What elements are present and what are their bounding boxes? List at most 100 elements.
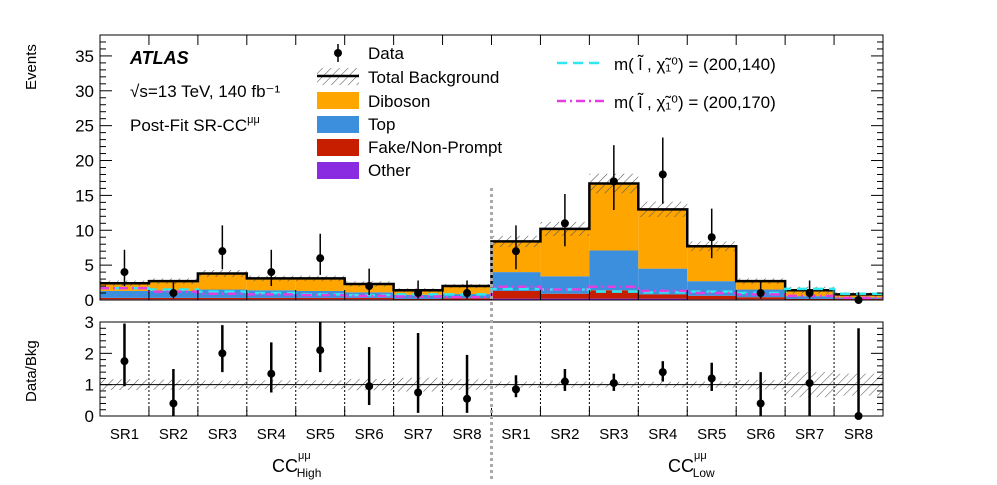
stack-bar-top xyxy=(491,272,541,291)
legend: Data Total Background Diboson Top Fake/N… xyxy=(317,44,776,180)
x-tick-label: SR7 xyxy=(795,426,824,443)
x-tick-label: SR4 xyxy=(257,426,286,443)
data-point xyxy=(560,219,569,228)
data-point xyxy=(511,247,520,256)
stack-bar-fake xyxy=(295,297,345,300)
stack-bar-fake xyxy=(393,298,443,300)
stack-bar-fake xyxy=(491,290,541,299)
ratio-point xyxy=(365,382,374,391)
svg-text:m( l̃ , χ̃₁⁰) = (200,170): m( l̃ , χ̃₁⁰) = (200,170) xyxy=(614,92,776,112)
stack-bar-other xyxy=(638,298,688,300)
ratio-point xyxy=(805,379,814,388)
legend-signal-200-170: m( l̃ , χ̃₁⁰) = (200,170) xyxy=(557,92,776,112)
stack-bar-fake xyxy=(638,294,688,299)
legend-signal-200-140: m( l̃ , χ̃₁⁰) = (200,140) xyxy=(557,54,776,74)
ratio-point xyxy=(218,349,227,358)
x-tick-label: SR1 xyxy=(110,426,139,443)
stack-bar-fake xyxy=(687,295,737,300)
data-point xyxy=(414,289,423,298)
x-tick-label: SR1 xyxy=(501,426,530,443)
stack-bar-top xyxy=(540,276,590,294)
ratio-y-axis: 0 1 2 3 xyxy=(85,313,883,426)
stack-bar-fake xyxy=(785,298,835,300)
total-background-line xyxy=(100,182,883,296)
stack-bar-fake xyxy=(246,297,296,300)
ratio-point xyxy=(511,385,520,394)
x-tick-label: SR3 xyxy=(208,426,237,443)
x-tick-label: SR8 xyxy=(844,426,873,443)
ratio-point xyxy=(658,368,667,377)
stack-bar-other xyxy=(589,298,639,300)
svg-text:Other: Other xyxy=(368,161,411,180)
y-tick-label: 20 xyxy=(75,152,94,171)
ratio-point xyxy=(267,369,276,378)
legend-top: Top xyxy=(317,115,395,134)
ratio-point xyxy=(756,399,765,408)
data-point xyxy=(707,233,716,242)
ratio-point xyxy=(707,374,716,383)
x-axis-ticks xyxy=(99,35,884,416)
stack-bar-fake xyxy=(344,297,394,300)
data-point xyxy=(316,254,325,263)
svg-text:Top: Top xyxy=(368,115,395,134)
data-point xyxy=(267,268,276,277)
stack-bar-diboson xyxy=(295,278,345,291)
stack-bar-fake xyxy=(589,290,639,299)
legend-data: Data xyxy=(334,44,404,63)
x-tick-label: SR2 xyxy=(550,426,579,443)
legend-diboson: Diboson xyxy=(317,92,430,111)
data-point xyxy=(658,170,667,179)
svg-text:Diboson: Diboson xyxy=(368,92,430,111)
stack-bar-other xyxy=(540,298,590,300)
y-tick-label: 10 xyxy=(75,221,94,240)
stack-bar-other xyxy=(491,298,541,300)
svg-text:m( l̃ , χ̃₁⁰) = (200,140): m( l̃ , χ̃₁⁰) = (200,140) xyxy=(614,54,776,74)
ratio-point xyxy=(414,388,423,397)
x-tick-label: SR4 xyxy=(648,426,677,443)
ratio-point xyxy=(609,379,618,388)
stack-bar-fake xyxy=(100,297,149,300)
region-label: Post-Fit SR-CCμμ xyxy=(130,114,260,135)
data-point xyxy=(609,177,618,186)
data-point xyxy=(463,289,472,298)
legend-total-background: Total Background xyxy=(317,68,499,87)
total-background-step xyxy=(100,182,883,296)
ratio-points xyxy=(120,322,863,420)
x-tick-label: SR6 xyxy=(355,426,384,443)
data-point xyxy=(805,289,814,298)
svg-text:Fake/Non-Prompt: Fake/Non-Prompt xyxy=(368,138,502,157)
stack-bar-top xyxy=(100,290,149,298)
svg-text:Total Background: Total Background xyxy=(368,68,499,87)
group-label-low: CCμμ Low xyxy=(668,450,715,480)
ratio-y-tick-label: 2 xyxy=(85,344,94,363)
ratio-point xyxy=(316,346,325,355)
y-axis-title: Events xyxy=(23,44,40,90)
legend-fake: Fake/Non-Prompt xyxy=(317,138,502,157)
experiment-label: ATLAS xyxy=(129,48,189,68)
x-tick-label: SR3 xyxy=(599,426,628,443)
stack-bar-top xyxy=(589,250,639,291)
ratio-y-tick-label: 3 xyxy=(85,313,94,332)
x-tick-label: SR5 xyxy=(697,426,726,443)
ratio-y-axis-title: Data/Bkg xyxy=(23,340,40,402)
stack-bar-fake xyxy=(540,293,590,299)
data-point xyxy=(169,289,178,298)
x-tick-label: SR2 xyxy=(159,426,188,443)
stack-bar-fake xyxy=(442,298,492,300)
ratio-point xyxy=(560,377,569,386)
x-axis-labels: SR1 SR2 SR3 SR4 SR5 SR6 SR7 SR8 SR1 SR2 SR3 SR4 SR5 S… xyxy=(110,426,873,443)
y-tick-label: 15 xyxy=(75,186,94,205)
energy-label: √s=13 TeV, 140 fb⁻¹ xyxy=(130,82,281,101)
group-label-high: CCμμ High xyxy=(272,450,321,480)
data-points xyxy=(120,137,863,304)
y-tick-label: 25 xyxy=(75,117,94,136)
data-point xyxy=(365,282,374,291)
legend-other: Other xyxy=(317,161,411,180)
ratio-point xyxy=(463,394,472,403)
ratio-point xyxy=(120,357,129,366)
data-point xyxy=(120,268,129,277)
y-tick-label: 0 xyxy=(85,291,94,310)
x-tick-label: SR7 xyxy=(404,426,433,443)
data-point xyxy=(218,247,227,256)
